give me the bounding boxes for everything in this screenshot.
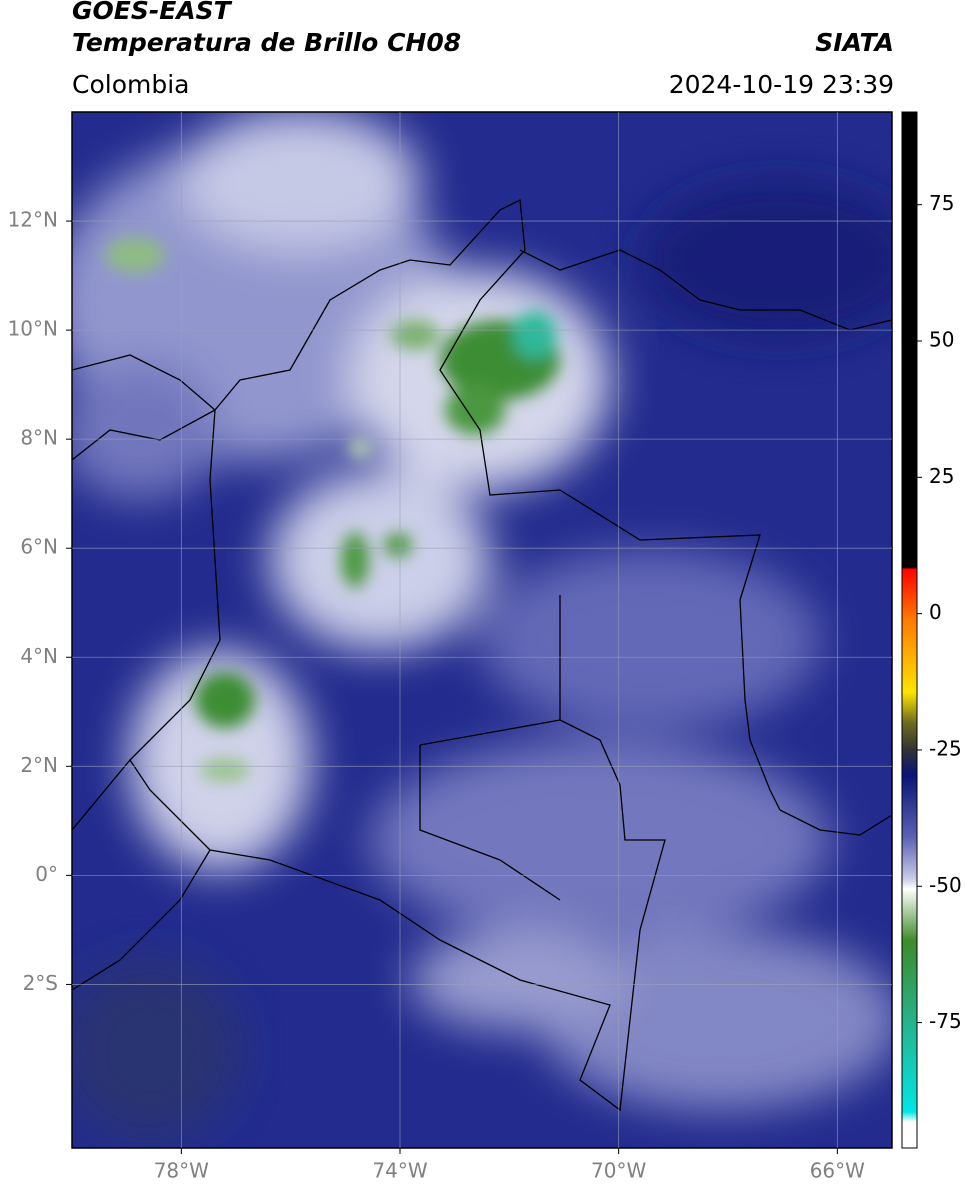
colorbar-tick-label: -25: [929, 736, 962, 760]
colorbar-tick-label: 75: [929, 191, 954, 215]
map-frame: [71, 111, 893, 1149]
y-tick-label: 4°N: [20, 644, 58, 668]
colorbar: [901, 111, 918, 1149]
y-tick-label: 12°N: [8, 208, 58, 232]
y-tick-label: 10°N: [8, 317, 58, 341]
x-tick-label: 70°W: [591, 1159, 646, 1183]
y-tick-label: 6°N: [20, 535, 58, 559]
satellite-title: GOES-EAST: [72, 0, 231, 25]
colorbar-tick-label: 50: [929, 328, 954, 352]
y-tick-label: 2°S: [23, 971, 58, 995]
source-label: SIATA: [815, 28, 894, 57]
datetime-label: 2024-10-19 23:39: [668, 70, 894, 99]
colorbar-tick-label: -75: [929, 1009, 962, 1033]
satellite-image: [72, 112, 892, 1148]
product-title: Temperatura de Brillo CH08: [72, 28, 462, 57]
colorbar-tick-label: -50: [929, 873, 962, 897]
y-tick-label: 0°: [35, 862, 58, 886]
colorbar-tick-label: 0: [929, 600, 942, 624]
colorbar-tick-label: 25: [929, 464, 954, 488]
y-tick-label: 2°N: [20, 753, 58, 777]
x-tick-label: 78°W: [154, 1159, 209, 1183]
borders: [72, 198, 892, 1112]
x-tick-label: 66°W: [810, 1159, 865, 1183]
y-tick-label: 8°N: [20, 426, 58, 450]
x-tick-label: 74°W: [372, 1159, 427, 1183]
region-label: Colombia: [72, 70, 190, 99]
